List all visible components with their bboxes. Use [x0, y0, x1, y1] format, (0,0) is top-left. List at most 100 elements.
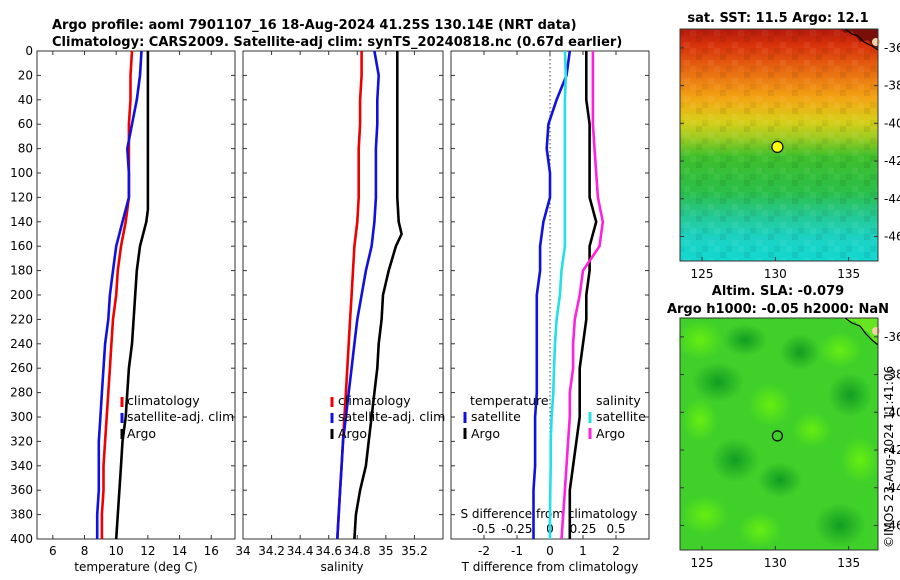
y-tick-label: 320	[10, 434, 33, 448]
y-tick-label: 220	[10, 312, 33, 326]
x-tick-label: -1	[511, 544, 523, 558]
y-tick-label: 0	[25, 44, 33, 58]
map-y-tick-label: -36	[884, 41, 900, 55]
x-tick-label: 16	[204, 544, 219, 558]
map-x-tick-label: 125	[691, 556, 714, 570]
map-y-tick-label: -38	[884, 79, 900, 93]
legend-satellite-label: satellite-adj. clim	[338, 409, 445, 424]
series-line-argo	[114, 51, 150, 540]
x-tick-label: 34.8	[344, 544, 371, 558]
x-tick-label: 2	[612, 544, 620, 558]
sst-land-patch	[872, 38, 880, 46]
y-tick-label: 180	[10, 264, 33, 278]
sla-anomaly-blobs	[676, 320, 880, 548]
map-y-tick-label: -44	[884, 481, 900, 495]
top-tick-label: 0.25	[570, 522, 597, 536]
series-line-satellite-adj-clim	[336, 50, 381, 540]
sst-map-title: sat. SST: 11.5 Argo: 12.1	[687, 11, 868, 26]
salinity-xlabel: salinity	[320, 560, 363, 574]
map-y-tick-label: -36	[884, 330, 900, 344]
legend-s-argo-label: Argo	[596, 426, 625, 441]
x-tick-label: 12	[140, 544, 155, 558]
difference-legend: temperature satellite Argo salinity sate…	[463, 393, 646, 441]
sla-argo-marker	[771, 430, 784, 442]
map-y-tick-label: -42	[884, 154, 900, 168]
x-tick-label: 10	[109, 544, 124, 558]
legend-climatology-label: climatology	[127, 393, 200, 408]
top-tick-label: 0.5	[606, 522, 625, 536]
x-tick-label: 34.2	[258, 544, 285, 558]
x-tick-label: 14	[172, 544, 187, 558]
legend-salinity-title: salinity	[596, 393, 641, 408]
series-line-temperature-satellite	[532, 50, 572, 539]
x-tick-label: 35	[378, 544, 393, 558]
temperature-panel: temperature (deg C) 0 20 40 60 80 100 120 140 16…	[10, 44, 236, 574]
y-tick-label: 300	[10, 410, 33, 424]
x-tick-label: 34	[235, 544, 250, 558]
map-x-tick-label: 135	[837, 556, 860, 570]
y-tick-label: 360	[10, 483, 33, 497]
sst-warm-corner	[840, 29, 878, 48]
sla-map-title: Altim. SLA: -0.079	[712, 284, 844, 299]
x-tick-label: 34.4	[287, 544, 314, 558]
map-y-tick-label: -42	[884, 443, 900, 457]
x-tick-label: 35.2	[401, 544, 428, 558]
x-tick-label: 1	[579, 544, 587, 558]
map-y-tick-label: -46	[884, 518, 900, 532]
y-tick-label: 280	[10, 386, 33, 400]
series-line-argo	[353, 51, 403, 540]
y-tick-label: 40	[18, 93, 33, 107]
map-x-tick-label: 130	[764, 556, 787, 570]
sst-map-frame	[679, 28, 879, 262]
x-tick-label: 0	[546, 544, 554, 558]
salinity-axes-frame	[242, 50, 444, 540]
legend-climatology-label: climatology	[338, 393, 411, 408]
imos-credit: ©IMOS 23-Aug-2024 11:41:06	[882, 366, 896, 548]
y-tick-label: 20	[18, 68, 33, 82]
map-x-tick-label: 135	[837, 267, 860, 281]
sla-map-panel: Altim. SLA: -0.079 Argo h1000: -0.05 h20…	[667, 284, 900, 570]
x-tick-label: 6	[49, 544, 57, 558]
sla-coast-fill	[842, 318, 878, 345]
series-line-salinity-argo	[560, 51, 605, 540]
sla-map-frame	[679, 317, 879, 551]
series-line-satellite-adj-clim	[95, 50, 143, 539]
legend-s-satellite-label: satellite	[596, 409, 646, 424]
sst-coastline	[844, 28, 879, 51]
y-tick-label: 340	[10, 459, 33, 473]
map-y-tick-label: -44	[884, 192, 900, 206]
map-x-tick-label: 130	[764, 267, 787, 281]
map-y-tick-label: -40	[884, 405, 900, 419]
header-line2: Climatology: CARS2009. Satellite-adj cli…	[52, 35, 622, 50]
sla-map-subtitle: Argo h1000: -0.05 h2000: NaN	[667, 302, 889, 317]
legend-argo-label: Argo	[338, 426, 367, 441]
y-tick-label: 260	[10, 361, 33, 375]
series-line-salinity-satellite	[548, 50, 568, 539]
sla-coastline	[844, 317, 879, 346]
y-tick-label: 240	[10, 337, 33, 351]
salinity-legend: climatology satellite-adj. clim Argo	[330, 393, 445, 441]
map-y-tick-label: -38	[884, 368, 900, 382]
temperature-xlabel: temperature (deg C)	[74, 560, 197, 574]
x-tick-label: 8	[81, 544, 89, 558]
legend-argo-label: Argo	[127, 426, 156, 441]
top-tick-label: -0.5	[472, 522, 495, 536]
y-tick-label: 160	[10, 239, 33, 253]
y-tick-label: 80	[18, 142, 33, 156]
y-tick-label: 120	[10, 190, 33, 204]
legend-satellite-label: satellite-adj. clim	[127, 409, 234, 424]
top-tick-label: -0.25	[501, 522, 532, 536]
x-tick-label: -2	[478, 544, 490, 558]
y-tick-label: 380	[10, 508, 33, 522]
map-y-tick-label: -46	[884, 229, 900, 243]
header-line1: Argo profile: aoml 7901107_16 18-Aug-202…	[52, 18, 577, 33]
map-x-tick-label: 125	[691, 267, 714, 281]
y-tick-label: 60	[18, 117, 33, 131]
temperature-legend: climatology satellite-adj. clim Argo	[120, 393, 234, 441]
sst-argo-marker	[771, 140, 784, 153]
map-y-tick-label: -40	[884, 116, 900, 130]
legend-t-argo-label: Argo	[471, 426, 500, 441]
series-line-temperature-argo	[568, 51, 598, 539]
difference-panel: T difference from climatology S differen…	[450, 50, 650, 574]
